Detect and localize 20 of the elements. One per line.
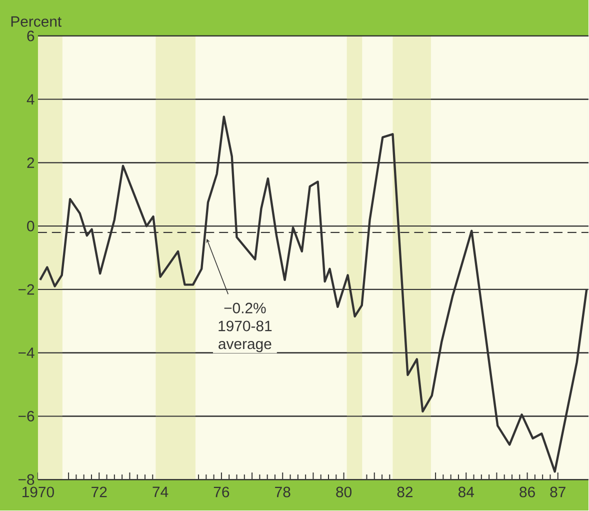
y-tick-label: 0 [27, 221, 34, 232]
x-tick-label: 84 [458, 486, 474, 498]
x-tick-label: 80 [336, 486, 352, 498]
x-tick-label: 82 [397, 486, 413, 498]
y-axis-title: Percent [11, 16, 62, 28]
x-tick-label: 76 [214, 486, 230, 498]
y-tick-label: −2 [18, 284, 34, 295]
x-tick-label: 87 [550, 486, 566, 498]
x-tick-label: 72 [92, 486, 107, 498]
x-tick-label: 86 [520, 486, 535, 498]
y-tick-label: −6 [18, 411, 34, 422]
y-tick-label: 4 [26, 94, 34, 105]
y-tick-label: −4 [18, 348, 34, 358]
ref-line-label: −0.2% 1970-81 average [218, 303, 272, 352]
y-tick-label: 2 [27, 158, 34, 168]
y-tick-label: −8 [18, 474, 34, 486]
y-tick-label: 6 [27, 30, 34, 42]
x-tick-label: 78 [275, 486, 290, 498]
x-tick-label: 74 [152, 486, 168, 498]
x-tick-label: 1970 [22, 486, 54, 498]
